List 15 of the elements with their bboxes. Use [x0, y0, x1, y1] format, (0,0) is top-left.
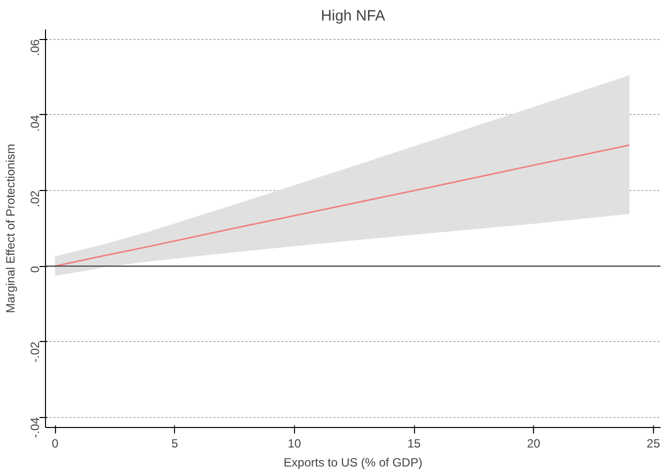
y-tick-label: 0	[28, 266, 42, 273]
y-axis-title: Marginal Effect of Protectionism	[4, 144, 18, 314]
x-tick-label: 15	[407, 436, 422, 450]
y-tick-label: .02	[28, 190, 42, 208]
y-tick-label: .04	[28, 114, 42, 132]
x-tick-label: 5	[171, 436, 178, 450]
x-tick-label: 25	[646, 436, 660, 450]
chart-title: High NFA	[320, 8, 386, 24]
y-tick-label: -.04	[28, 416, 42, 438]
y-tick-label: -.02	[28, 341, 42, 362]
x-tick-label: 10	[288, 436, 302, 450]
x-axis-title: Exports to US (% of GDP)	[284, 456, 422, 470]
x-tick-label: 20	[526, 436, 541, 450]
y-tick-label: .06	[28, 39, 42, 56]
x-tick-label: 0	[52, 436, 59, 450]
